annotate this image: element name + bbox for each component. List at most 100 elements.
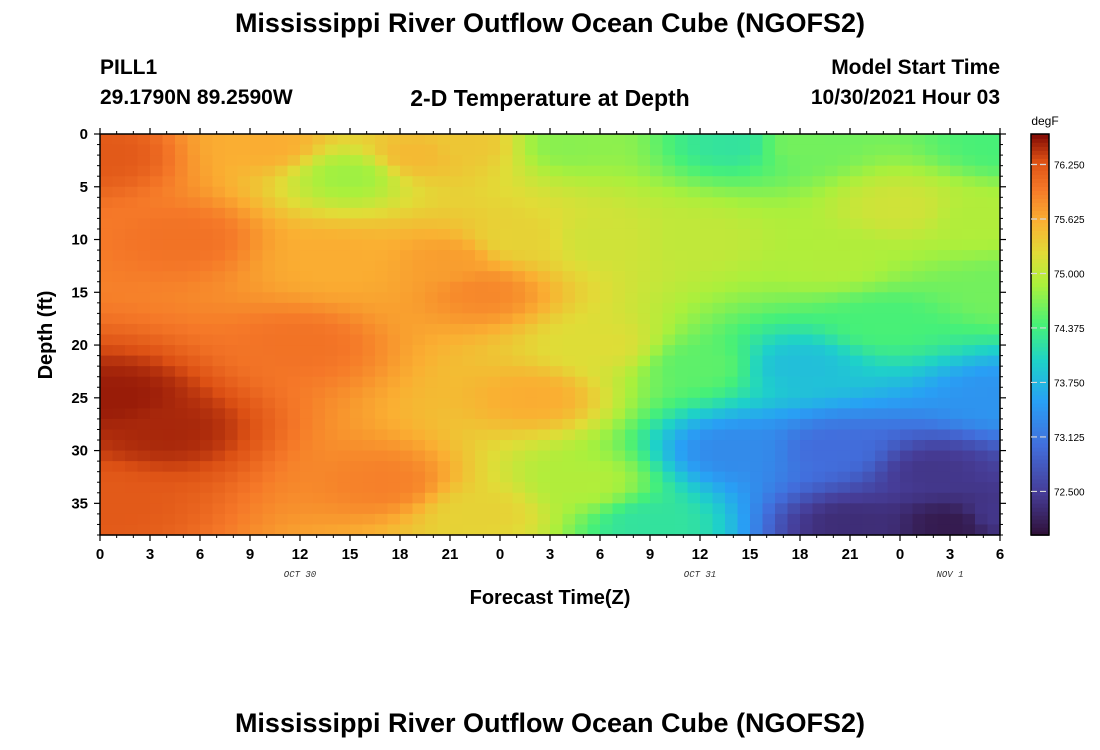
heatmap-cell: [312, 397, 326, 409]
heatmap-cell: [175, 302, 189, 314]
heatmap-cell: [475, 408, 489, 420]
heatmap-cell: [425, 524, 439, 536]
heatmap-cell: [475, 334, 489, 346]
heatmap-cell: [825, 524, 839, 536]
x-tick-label: 18: [792, 546, 809, 563]
heatmap-cell: [875, 408, 889, 420]
heatmap-cell: [550, 271, 564, 283]
heatmap-cell: [662, 492, 676, 504]
heatmap-cell: [462, 281, 476, 293]
heatmap-cell: [987, 345, 1001, 357]
x-tick-label: 0: [496, 546, 504, 563]
chart-title: Mississippi River Outflow Ocean Cube (NG…: [234, 8, 866, 38]
heatmap-cell: [112, 513, 126, 526]
heatmap-cell: [512, 323, 526, 336]
heatmap-cell: [887, 440, 901, 452]
heatmap-cell: [600, 345, 614, 357]
heatmap-cell: [212, 397, 226, 409]
heatmap-cell: [462, 176, 476, 188]
heatmap-cell: [987, 186, 1001, 198]
heatmap-cell: [475, 207, 489, 220]
y-tick-label: 5: [80, 179, 88, 196]
heatmap-cell: [137, 302, 151, 314]
heatmap-cell: [237, 271, 251, 283]
heatmap-cell: [987, 461, 1001, 473]
heatmap-cell: [875, 334, 889, 346]
heatmap-cell: [862, 366, 876, 378]
heatmap-cell: [750, 418, 764, 431]
heatmap-cell: [787, 461, 801, 473]
heatmap-cell: [550, 134, 564, 146]
heatmap-cell: [812, 155, 826, 167]
heatmap-cell: [137, 461, 151, 473]
heatmap-cell: [200, 524, 214, 536]
heatmap-cell: [675, 186, 689, 198]
heatmap-cell: [762, 239, 776, 251]
heatmap-cell: [837, 228, 851, 241]
heatmap-cell: [825, 471, 839, 483]
heatmap-cell: [162, 387, 176, 399]
heatmap-cell: [725, 323, 739, 336]
heatmap-cell: [612, 418, 626, 431]
heatmap-cell: [600, 471, 614, 483]
heatmap-cell: [100, 313, 114, 325]
heatmap-cell: [950, 345, 964, 357]
heatmap-cell: [362, 271, 376, 283]
heatmap-cell: [912, 440, 926, 452]
colorbar-segment: [1031, 474, 1049, 480]
heatmap-cell: [925, 492, 939, 504]
heatmap-cell: [950, 440, 964, 452]
heatmap-cell: [650, 355, 664, 367]
heatmap-cell: [475, 366, 489, 378]
heatmap-cell: [187, 397, 201, 409]
heatmap-cell: [275, 450, 289, 462]
heatmap-cell: [475, 134, 489, 146]
heatmap-cell: [225, 387, 239, 399]
heatmap-cell: [937, 155, 951, 167]
heatmap-cell: [387, 366, 401, 378]
heatmap-cell: [912, 302, 926, 314]
heatmap-cell: [700, 271, 714, 283]
heatmap-cell: [837, 418, 851, 431]
heatmap-cell: [400, 250, 414, 262]
heatmap-cell: [712, 207, 726, 220]
heatmap-cell: [850, 387, 864, 399]
heatmap-cell: [275, 239, 289, 251]
heatmap-cell: [125, 281, 139, 293]
heatmap-cell: [662, 313, 676, 325]
heatmap-cell: [450, 524, 464, 536]
heatmap-cell: [212, 250, 226, 262]
heatmap-cell: [362, 461, 376, 473]
heatmap-cell: [725, 207, 739, 220]
heatmap-cell: [862, 155, 876, 167]
heatmap-cell: [775, 165, 789, 177]
heatmap-cell: [812, 228, 826, 241]
heatmap-cell: [825, 186, 839, 198]
heatmap-cell: [712, 239, 726, 251]
heatmap-cell: [825, 334, 839, 346]
heatmap-cell: [137, 271, 151, 283]
heatmap-cell: [612, 144, 626, 156]
heatmap-cell: [775, 302, 789, 314]
colorbar-segment: [1031, 414, 1049, 420]
heatmap-cell: [837, 482, 851, 494]
heatmap-cell: [625, 323, 639, 336]
heatmap-cell: [687, 302, 701, 314]
heatmap-cell: [312, 387, 326, 399]
heatmap-cell: [550, 155, 564, 167]
heatmap-cell: [700, 355, 714, 367]
heatmap-cell: [462, 197, 476, 209]
heatmap-cell: [512, 492, 526, 504]
heatmap-cell: [725, 408, 739, 420]
heatmap-cell: [350, 302, 364, 314]
heatmap-cell: [825, 397, 839, 409]
heatmap-cell: [800, 165, 814, 177]
heatmap-cell: [250, 323, 264, 336]
heatmap-cell: [712, 482, 726, 494]
heatmap-cell: [812, 387, 826, 399]
heatmap-cell: [862, 450, 876, 462]
heatmap-cell: [362, 366, 376, 378]
heatmap-cell: [312, 313, 326, 325]
heatmap-cell: [512, 165, 526, 177]
heatmap-cell: [625, 176, 639, 188]
